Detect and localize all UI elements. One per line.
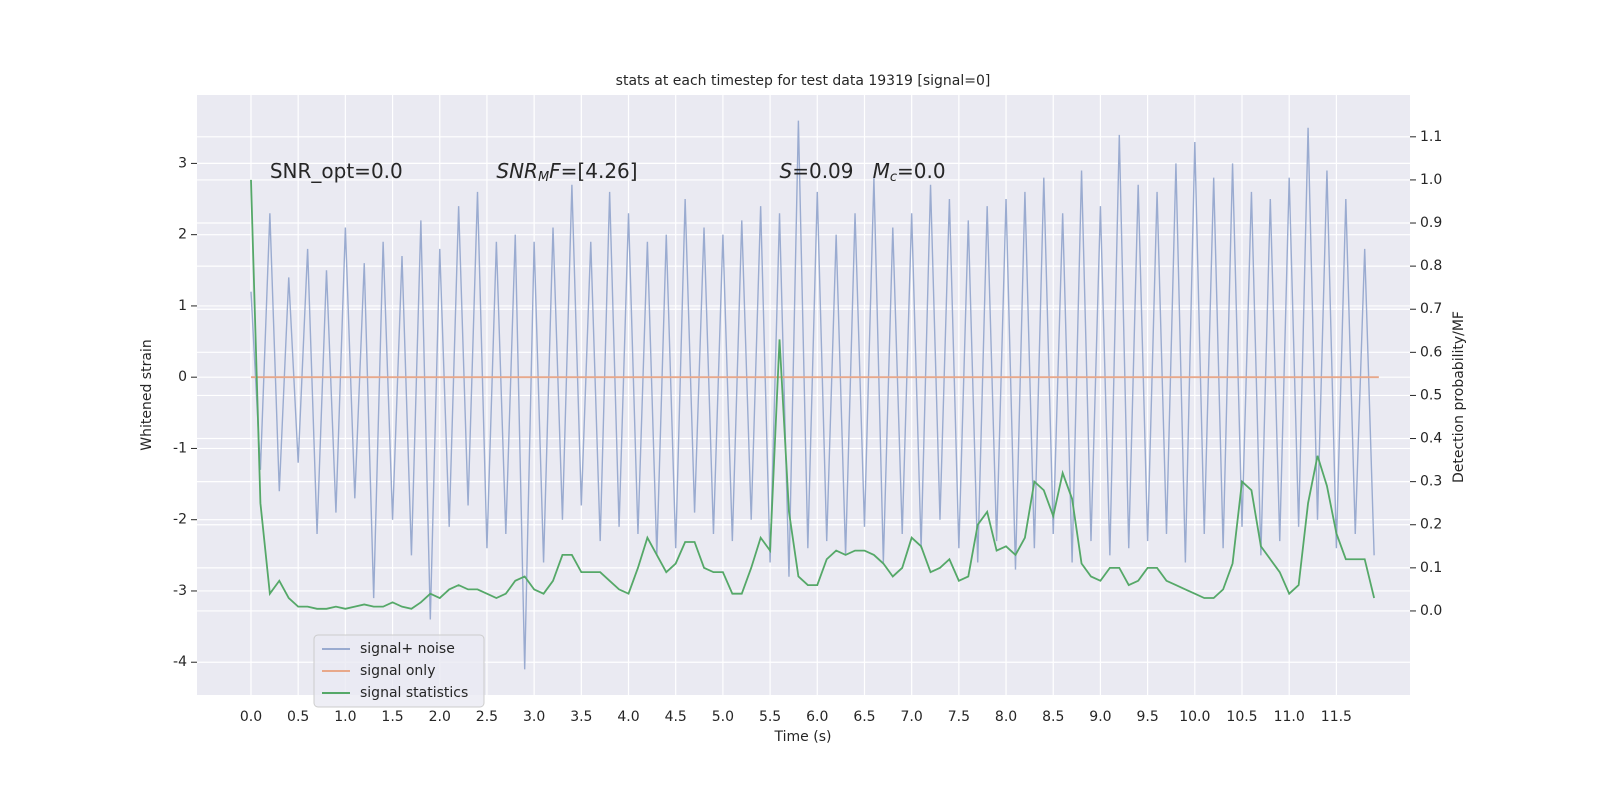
x-tick-label: 3.0	[523, 709, 545, 725]
x-tick-label: 8.0	[995, 709, 1017, 725]
legend-box	[313, 634, 485, 708]
annotation-part: SNR_opt=0.0	[270, 158, 403, 182]
x-tick-label: 4.5	[665, 709, 687, 725]
y-tick-label: -2	[173, 512, 187, 528]
series-line	[250, 179, 1376, 610]
x-tick-label: 3.5	[570, 709, 592, 725]
y2-tick-label: 0.5	[1420, 387, 1442, 403]
y-tick-label: -1	[173, 440, 187, 456]
x-tick-label: 10.5	[1226, 709, 1257, 725]
annotation-part: =0.09	[792, 158, 872, 182]
annotation-part: =[4.26]	[561, 158, 638, 182]
y2-tick-label: 0.7	[1420, 301, 1442, 317]
x-tick-label: 1.5	[381, 709, 403, 725]
annotation-part: M	[538, 169, 549, 184]
legend-label: signal+ noise	[360, 641, 455, 657]
x-axis-label: Time (s)	[774, 729, 832, 745]
x-tick-label: 0.0	[240, 709, 262, 725]
y-tick-label: 3	[178, 155, 187, 171]
y2-tick-label: 0.3	[1420, 474, 1442, 490]
y-tick-label: 0	[178, 369, 187, 385]
legend-label: signal only	[360, 663, 435, 679]
x-tick-label: 7.0	[901, 709, 923, 725]
chart-title: stats at each timestep for test data 193…	[616, 73, 991, 89]
annotation: S=0.09 Mc=0.0	[780, 158, 946, 184]
x-tick-label: 10.0	[1179, 709, 1210, 725]
y2-axis-label: Detection probability/MF	[1451, 311, 1467, 483]
y-tick-label: -3	[173, 583, 187, 599]
y-tick-label: -4	[173, 654, 187, 670]
y2-tick-label: 0.0	[1420, 603, 1442, 619]
x-tick-label: 8.5	[1042, 709, 1064, 725]
y2-tick-label: 0.4	[1420, 431, 1442, 447]
grid	[197, 95, 1410, 695]
x-tick-label: 9.5	[1136, 709, 1158, 725]
x-tick-label: 4.0	[617, 709, 639, 725]
annotation-part: F	[549, 158, 561, 182]
x-tick-label: 6.5	[853, 709, 875, 725]
y-tick-label: 2	[178, 227, 187, 243]
annotation-part: S	[780, 158, 793, 182]
x-tick-label: 5.0	[712, 709, 734, 725]
x-tick-label: 9.0	[1089, 709, 1111, 725]
y2-tick-label: 1.1	[1420, 129, 1442, 145]
y2-tick-label: 0.1	[1420, 560, 1442, 576]
x-tick-label: 1.0	[334, 709, 356, 725]
y2-tick-label: 0.8	[1420, 258, 1442, 274]
annotation: SNR_opt=0.0	[270, 158, 403, 182]
labels: 0.0 0.5 1.0 1.5 2.0 2.5 3.0 3.5 4.0 4.5 5.0 5.5 6.0 6…	[173, 129, 1442, 725]
x-tick-label: 11.5	[1321, 709, 1352, 725]
x-tick-label: 0.5	[287, 709, 309, 725]
x-tick-label: 2.0	[429, 709, 451, 725]
x-tick-label: 6.0	[806, 709, 828, 725]
x-tick-label: 5.5	[759, 709, 781, 725]
legend-label: signal statistics	[360, 685, 468, 701]
marks	[250, 120, 1379, 670]
y2-tick-label: 0.2	[1420, 517, 1442, 533]
y2-tick-label: 0.6	[1420, 344, 1442, 360]
y2-tick-label: 1.0	[1420, 172, 1442, 188]
x-tick-label: 11.0	[1274, 709, 1305, 725]
annotation-part: =0.0	[897, 158, 946, 182]
y2-tick-label: 0.9	[1420, 215, 1442, 231]
annotation: SNRMF=[4.26]	[496, 158, 637, 184]
annotation-part: c	[890, 169, 897, 184]
series-line	[250, 120, 1375, 670]
x-tick-label: 2.5	[476, 709, 498, 725]
annotation-part: SNR	[496, 158, 538, 182]
y-axis-label: Whitened strain	[139, 339, 155, 450]
legend: signal+ noise signal only signal statistic…	[313, 634, 485, 708]
x-tick-label: 7.5	[948, 709, 970, 725]
annotation-part: M	[873, 158, 890, 182]
y-tick-label: 1	[178, 298, 187, 314]
